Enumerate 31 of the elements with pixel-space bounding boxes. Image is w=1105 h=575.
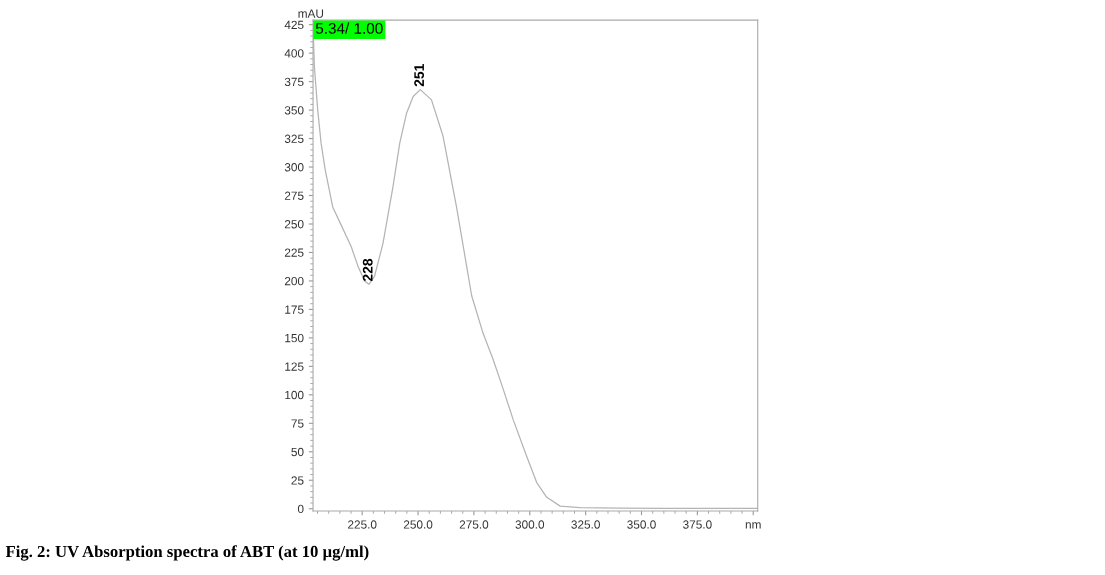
y-tick-label: 0 [297,504,304,514]
annotation: 251 [414,64,425,87]
y-tick-label: 375 [284,77,304,87]
y-tick-label: 400 [284,49,304,58]
y-tick-label: 125 [285,362,304,371]
y-tick-label: 250 [284,220,304,229]
y-tick-label: 50 [291,447,304,457]
x-tick-label: 375.0 [683,520,712,529]
y-tick-label: 300 [284,163,304,172]
x-tick-label: 350.0 [627,520,656,529]
y-tick-label: 150 [285,333,304,343]
x-tick-label: 250.0 [403,520,433,529]
x-tick-label: 275.0 [459,520,489,529]
annotation: 5.34/ 1.00 [315,22,383,34]
y-tick-label: 325 [284,134,304,143]
y-tick-label: 175 [285,305,304,314]
x-tick-label: 225.0 [348,520,377,529]
y-tick-label: 25 [291,476,304,485]
text: Fig. 2: UV Absorption spectra of ABT (at 10 µg/ml) [5,545,369,561]
y-tick-label: 275 [284,191,304,200]
y-tick-label: 350 [284,106,304,115]
y-axis-title: mAU [298,9,324,18]
y-tick-label: 75 [291,419,304,428]
x-tick-label: nm [745,522,761,529]
y-tick-label: 425 [284,20,304,30]
y-tick-label: 100 [285,390,304,400]
y-tick-label: 225 [284,248,304,257]
x-tick-label: 300.0 [515,520,545,529]
y-tick-label: 200 [284,276,304,286]
annotation: 228 [362,258,373,282]
x-tick-label: 325.0 [571,520,600,529]
